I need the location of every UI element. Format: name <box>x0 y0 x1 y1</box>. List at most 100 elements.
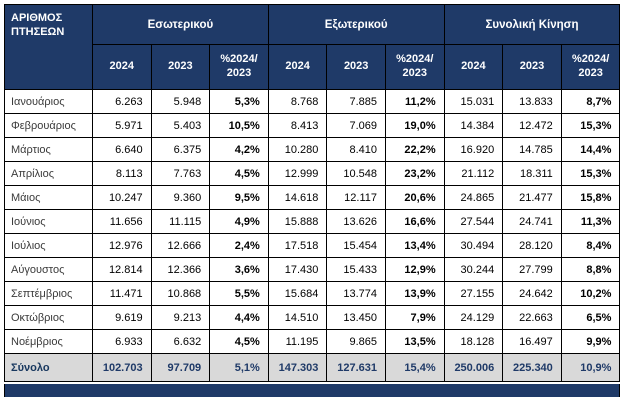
percent-cell: 5,5% <box>209 281 269 306</box>
table-row: Μάρτιος 6.640 6.375 4,2% 10.280 8.410 22,2% 16.… <box>4 137 621 162</box>
month-cell: Σεπτέμβριος <box>4 281 93 306</box>
value-cell: 24.741 <box>502 209 562 234</box>
value-cell: 17.430 <box>267 257 328 282</box>
value-cell: 9.360 <box>150 185 211 210</box>
value-cell: 12.976 <box>92 233 152 258</box>
table-body: Ιανουάριος 6.263 5.948 5,3% 8.768 7.885 11,2% 1… <box>4 89 621 354</box>
value-cell: 14.384 <box>443 113 504 138</box>
column-header: %2024/ 2023 <box>384 44 445 90</box>
table-row: Οκτώβριος 9.619 9.213 4,4% 14.510 13.450 7,9% 2… <box>4 305 621 330</box>
table-row: Ιούνιος 11.656 11.115 4,9% 15.888 13.626 16,6%… <box>4 209 621 234</box>
value-cell: 9.619 <box>92 305 152 330</box>
column-header: %2024/ 2023 <box>560 44 621 90</box>
column-header: 2024 <box>267 44 328 90</box>
table-row: Μάιος 10.247 9.360 9,5% 14.618 12.117 20,6% 24.… <box>4 185 621 210</box>
percent-cell: 6,5% <box>560 305 621 330</box>
percent-cell: 10,9% <box>560 353 621 382</box>
percent-cell: 20,6% <box>384 185 445 210</box>
value-cell: 12.366 <box>150 257 211 282</box>
percent-cell: 4,2% <box>209 137 269 162</box>
percent-cell: 9,9% <box>560 329 621 354</box>
value-cell: 15.433 <box>326 257 386 282</box>
value-cell: 9.865 <box>326 329 386 354</box>
month-cell: Ιανουάριος <box>4 89 93 114</box>
value-cell: 8.113 <box>92 161 152 186</box>
value-cell: 12.666 <box>150 233 211 258</box>
value-cell: 225.340 <box>502 353 562 382</box>
month-cell: Μάιος <box>4 185 93 210</box>
value-cell: 7.069 <box>326 113 386 138</box>
percent-cell: 23,2% <box>384 161 445 186</box>
value-cell: 102.703 <box>92 353 152 382</box>
percent-cell: 11,3% <box>560 209 621 234</box>
table-row: Σεπτέμβριος 11.471 10.868 5,5% 15.684 13.774 1… <box>4 281 621 306</box>
value-cell: 97.709 <box>150 353 211 382</box>
value-cell: 9.213 <box>150 305 211 330</box>
value-cell: 28.120 <box>502 233 562 258</box>
value-cell: 147.303 <box>267 353 328 382</box>
table-row: Ιανουάριος 6.263 5.948 5,3% 8.768 7.885 11,2% 1… <box>4 89 621 114</box>
value-cell: 17.518 <box>267 233 328 258</box>
percent-cell: 22,2% <box>384 137 445 162</box>
value-cell: 14.785 <box>502 137 562 162</box>
month-cell: Ιούνιος <box>4 209 93 234</box>
value-cell: 7.763 <box>150 161 211 186</box>
value-cell: 14.510 <box>267 305 328 330</box>
percent-cell: 10,2% <box>560 281 621 306</box>
flights-table: ΑΡΙΘΜΟΣ ΠΤΗΣΕΩΝ Εσωτερικού Εξωτερικού Συ… <box>4 4 621 382</box>
value-cell: 7.885 <box>326 89 386 114</box>
value-cell: 13.626 <box>326 209 386 234</box>
value-cell: 8.410 <box>326 137 386 162</box>
value-cell: 14.618 <box>267 185 328 210</box>
value-cell: 22.663 <box>502 305 562 330</box>
value-cell: 15.454 <box>326 233 386 258</box>
percent-cell: 16,6% <box>384 209 445 234</box>
value-cell: 13.833 <box>502 89 562 114</box>
value-cell: 6.263 <box>92 89 152 114</box>
percent-cell: 8,4% <box>560 233 621 258</box>
percent-cell: 11,2% <box>384 89 445 114</box>
percent-cell: 8,8% <box>560 257 621 282</box>
value-cell: 15.031 <box>443 89 504 114</box>
percent-cell: 13,4% <box>384 233 445 258</box>
value-cell: 27.544 <box>443 209 504 234</box>
month-cell: Απρίλιος <box>4 161 93 186</box>
value-cell: 250.006 <box>443 353 504 382</box>
percent-cell: 7,9% <box>384 305 445 330</box>
month-cell: Φεβρουάριος <box>4 113 93 138</box>
value-cell: 15.684 <box>267 281 328 306</box>
table-corner-label: ΑΡΙΘΜΟΣ ΠΤΗΣΕΩΝ <box>4 4 93 90</box>
percent-cell: 15,3% <box>560 161 621 186</box>
value-cell: 5.403 <box>150 113 211 138</box>
percent-cell: 13,9% <box>384 281 445 306</box>
percent-cell: 4,5% <box>209 329 269 354</box>
value-cell: 6.632 <box>150 329 211 354</box>
value-cell: 8.413 <box>267 113 328 138</box>
percent-cell: 15,4% <box>384 353 445 382</box>
percent-cell: 14,4% <box>560 137 621 162</box>
percent-cell: 4,5% <box>209 161 269 186</box>
value-cell: 12.472 <box>502 113 562 138</box>
group-header-domestic: Εσωτερικού <box>92 4 269 45</box>
value-cell: 12.814 <box>92 257 152 282</box>
table-row: Απρίλιος 8.113 7.763 4,5% 12.999 10.548 23,2% 2… <box>4 161 621 186</box>
value-cell: 16.920 <box>443 137 504 162</box>
value-cell: 27.799 <box>502 257 562 282</box>
percent-cell: 5,3% <box>209 89 269 114</box>
column-header-row: 2024 2023 %2024/ 2023 2024 2023 %2024/ 2023 20… <box>5 44 621 90</box>
percent-cell: 3,6% <box>209 257 269 282</box>
column-header: 2024 <box>92 44 152 90</box>
table-row: Νοέμβριος 6.933 6.632 4,5% 11.195 9.865 13,5% 1… <box>4 329 621 354</box>
value-cell: 10.548 <box>326 161 386 186</box>
value-cell: 5.971 <box>92 113 152 138</box>
percent-cell: 4,9% <box>209 209 269 234</box>
value-cell: 21.112 <box>443 161 504 186</box>
value-cell: 6.375 <box>150 137 211 162</box>
column-header: 2023 <box>150 44 211 90</box>
percent-cell: 19,0% <box>384 113 445 138</box>
percent-cell: 2,4% <box>209 233 269 258</box>
table-row: Φεβρουάριος 5.971 5.403 10,5% 8.413 7.069 19,0… <box>4 113 621 138</box>
percent-cell: 15,8% <box>560 185 621 210</box>
column-header: 2024 <box>443 44 504 90</box>
